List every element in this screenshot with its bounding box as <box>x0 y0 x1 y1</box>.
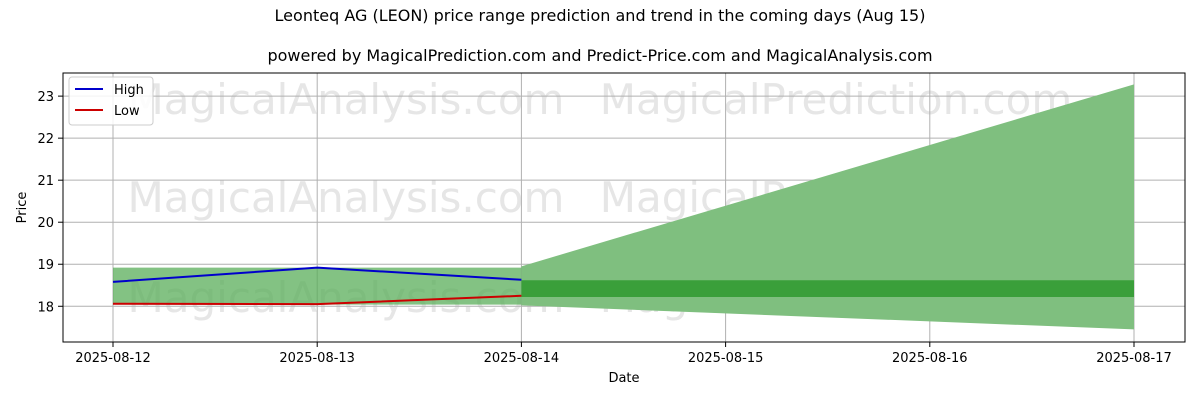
x-tick-label: 2025-08-15 <box>688 351 764 366</box>
watermark-text: MagicalAnalysis.com <box>128 173 565 222</box>
plot-frame <box>62 72 1186 343</box>
x-tick-label: 2025-08-14 <box>484 351 560 366</box>
x-tick-label: 2025-08-16 <box>892 351 968 366</box>
series-line-high <box>112 266 522 283</box>
legend-label-high: High <box>114 83 144 98</box>
prediction-range-band <box>521 84 1134 330</box>
series-line-low <box>112 294 522 306</box>
y-axis-ticks: 18 19 20 21 22 23 <box>37 90 63 315</box>
prediction-core-band <box>521 280 1134 298</box>
x-tick-label: 2025-08-12 <box>75 351 151 366</box>
chart-title: Leonteq AG (LEON) price range prediction… <box>274 6 926 25</box>
x-tick-label: 2025-08-13 <box>279 351 355 366</box>
watermark-text: MagicalAnalysis.com <box>128 75 565 124</box>
watermark-text: MagicalPrediction.com <box>600 75 1073 124</box>
y-tick-label: 18 <box>37 300 54 315</box>
x-axis-label: Date <box>608 371 639 386</box>
y-tick-label: 21 <box>37 174 54 189</box>
y-tick-label: 20 <box>37 216 54 231</box>
x-axis-ticks: 2025-08-12 2025-08-13 2025-08-14 2025-08-15… <box>75 342 1172 366</box>
y-tick-label: 23 <box>37 90 54 105</box>
series-layer <box>112 266 522 306</box>
legend-label-low: Low <box>114 104 140 119</box>
band-layer <box>113 84 1134 330</box>
y-tick-label: 19 <box>37 258 54 273</box>
x-tick-label: 2025-08-17 <box>1096 351 1172 366</box>
chart-subtitle: powered by MagicalPrediction.com and Pre… <box>267 46 933 65</box>
historical-range-band <box>113 267 522 305</box>
y-axis-label: Price <box>15 192 30 224</box>
legend: High Low <box>68 76 154 126</box>
y-tick-label: 22 <box>37 132 54 147</box>
